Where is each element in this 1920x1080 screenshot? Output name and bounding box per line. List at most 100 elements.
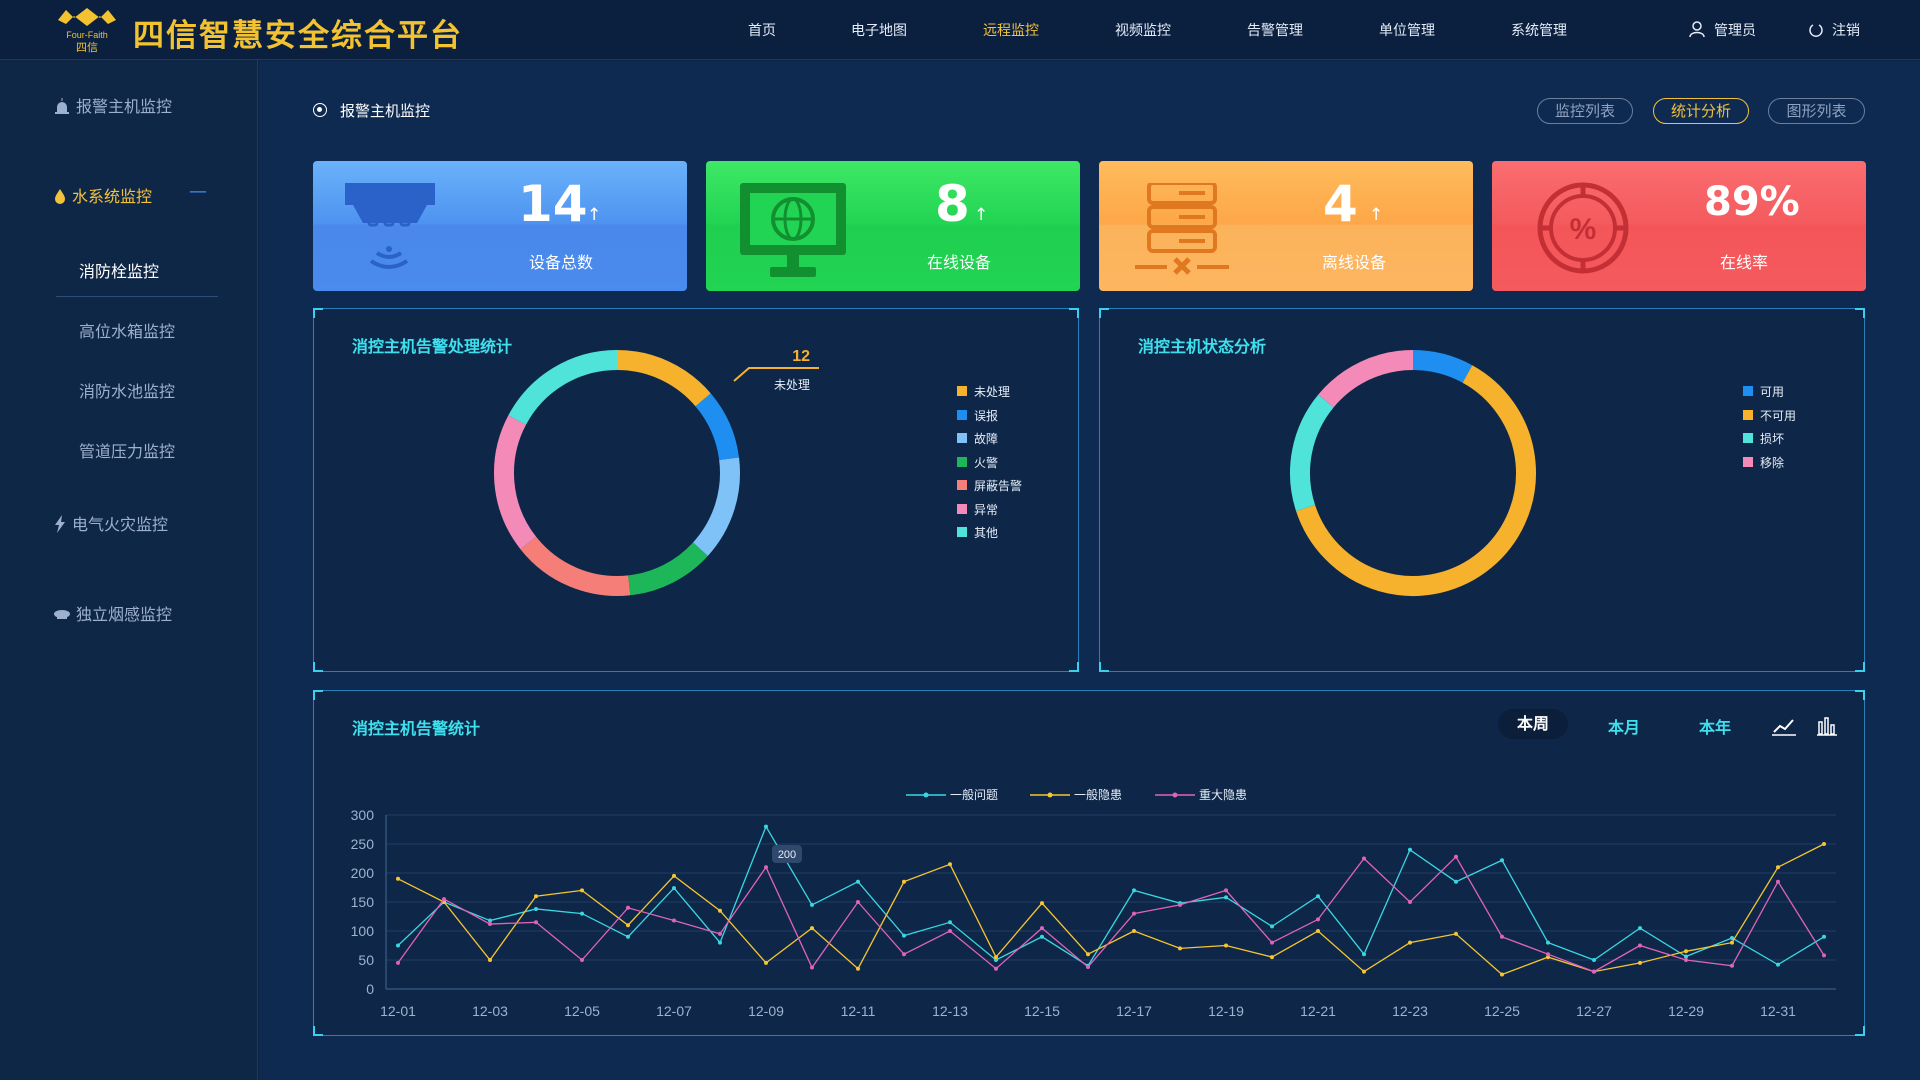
nav-remote-monitor[interactable]: 远程监控 [983,23,1039,39]
donut-slice-可用[interactable] [1412,350,1473,383]
tab-month[interactable]: 本月 [1608,718,1641,737]
donut-slice-屏蔽告警[interactable] [520,536,631,596]
data-point[interactable] [1822,842,1826,846]
data-point[interactable] [626,905,630,910]
nav-home[interactable]: 首页 [748,23,776,39]
data-point[interactable] [1178,946,1182,951]
data-point[interactable] [994,955,998,960]
data-point[interactable] [948,929,952,933]
sidebar-sub-pool[interactable]: 消防水池监控 [79,382,176,401]
data-point[interactable] [1638,943,1642,948]
data-point[interactable] [488,958,492,962]
data-point[interactable] [1270,955,1274,960]
nav-map[interactable]: 电子地图 [851,23,907,39]
sidebar-sub-pressure[interactable]: 管道压力监控 [79,442,176,461]
nav-alarm[interactable]: 告警管理 [1247,23,1303,39]
data-point[interactable] [718,931,722,936]
data-point[interactable] [1132,888,1136,893]
data-point[interactable] [902,933,906,938]
nav-system[interactable]: 系统管理 [1511,23,1567,39]
data-point[interactable] [1822,934,1826,939]
data-point[interactable] [1224,888,1228,893]
data-point[interactable] [1040,934,1044,939]
data-point[interactable] [1454,931,1458,936]
data-point[interactable] [948,920,952,925]
data-point[interactable] [1040,926,1044,931]
data-point[interactable] [488,918,492,923]
data-point[interactable] [1178,902,1182,907]
data-point[interactable] [1730,963,1734,968]
data-point[interactable] [1362,856,1366,861]
data-point[interactable] [1224,895,1228,900]
data-point[interactable] [856,900,860,904]
data-point[interactable] [1776,879,1780,884]
data-point[interactable] [1408,847,1412,852]
tab-year[interactable]: 本年 [1699,718,1732,737]
data-point[interactable] [1776,962,1780,967]
data-point[interactable] [1362,969,1366,974]
data-point[interactable] [1408,900,1412,904]
data-point[interactable] [1546,955,1550,960]
data-point[interactable] [1362,952,1366,957]
data-point[interactable] [672,886,676,891]
sidebar-item-electric[interactable]: 电气火灾监控 [54,511,168,535]
donut-slice-移除[interactable] [1318,350,1414,408]
data-point[interactable] [626,934,630,939]
data-point[interactable] [1822,953,1826,958]
data-point[interactable] [1500,858,1504,863]
data-point[interactable] [672,873,676,878]
donut-slice-未处理[interactable] [616,350,711,407]
line-chart-toggle-icon[interactable] [1772,716,1796,736]
donut-slice-不可用[interactable] [1296,365,1536,596]
data-point[interactable] [1316,929,1320,933]
donut-slice-故障[interactable] [692,457,740,556]
logout-button[interactable]: 注销 [1808,20,1860,40]
data-point[interactable] [810,965,814,970]
data-point[interactable] [810,926,814,931]
data-point[interactable] [580,888,584,893]
data-point[interactable] [1684,954,1688,959]
nav-video[interactable]: 视频监控 [1115,23,1171,39]
data-point[interactable] [718,940,722,945]
sidebar-sub-tank[interactable]: 高位水箱监控 [79,322,176,341]
data-point[interactable] [1132,929,1136,933]
data-point[interactable] [1086,964,1090,969]
donut-slice-误报[interactable] [695,393,740,461]
data-point[interactable] [1086,952,1090,957]
donut-slice-其他[interactable] [508,350,618,425]
data-point[interactable] [1638,960,1642,965]
data-point[interactable] [1592,969,1596,974]
data-point[interactable] [1684,958,1688,962]
data-point[interactable] [1592,958,1596,962]
tab-week[interactable]: 本周 [1498,709,1568,739]
data-point[interactable] [856,966,860,971]
collapse-icon[interactable]: — [189,181,207,202]
nav-unit[interactable]: 单位管理 [1379,23,1435,39]
data-point[interactable] [994,958,998,962]
data-point[interactable] [764,865,768,870]
sidebar-sub-hydrant[interactable]: 消防栓监控 [79,262,160,281]
data-point[interactable] [1500,972,1504,977]
data-point[interactable] [1454,854,1458,859]
user-menu[interactable]: 管理员 [1688,20,1756,40]
data-point[interactable] [994,966,998,971]
donut-slice-火警[interactable] [627,542,708,596]
data-point[interactable] [902,952,906,957]
data-point[interactable] [672,918,676,923]
data-point[interactable] [948,862,952,867]
data-point[interactable] [534,920,538,925]
data-point[interactable] [442,897,446,902]
data-point[interactable] [488,922,492,927]
data-point[interactable] [1270,940,1274,945]
data-point[interactable] [1132,911,1136,916]
data-point[interactable] [810,902,814,907]
data-point[interactable] [718,908,722,913]
data-point[interactable] [396,876,400,881]
view-graphic-button[interactable]: 图形列表 [1768,98,1865,124]
data-point[interactable] [1730,935,1734,940]
sidebar-item-alarm-host[interactable]: 报警主机监控 [54,93,172,117]
data-point[interactable] [1546,940,1550,945]
data-point[interactable] [396,960,400,965]
data-point[interactable] [1454,879,1458,884]
data-point[interactable] [764,824,768,829]
